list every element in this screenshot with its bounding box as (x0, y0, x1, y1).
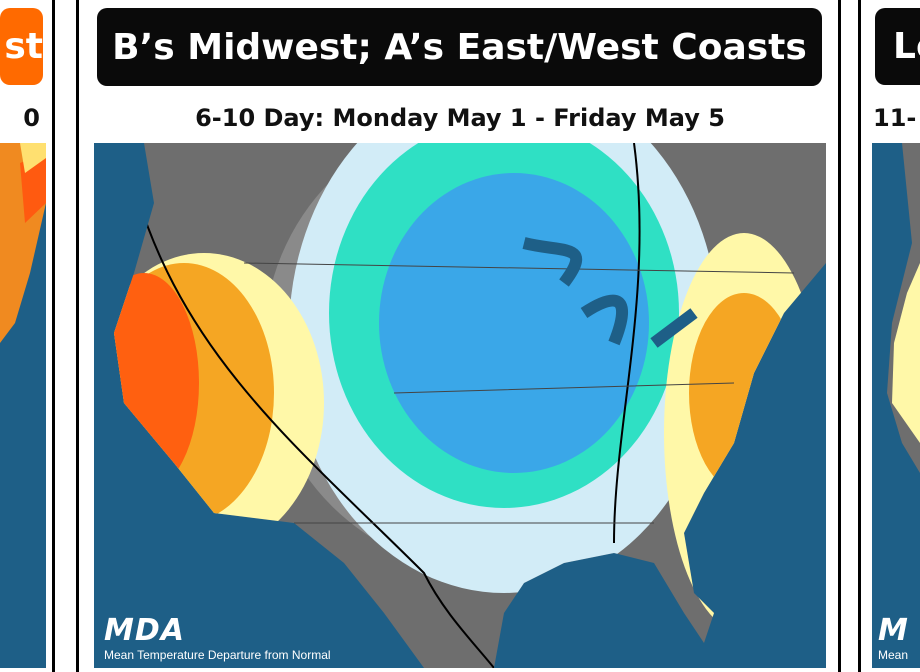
panel-title: Lo (875, 8, 920, 85)
caption: Mean (878, 648, 908, 662)
panel-subtitle: 6-10 Day: Monday May 1 - Friday May 5 (195, 104, 725, 132)
divider (76, 0, 79, 672)
divider (52, 0, 55, 672)
panel-title: st (0, 8, 43, 85)
logo: MDA (104, 613, 185, 648)
divider (838, 0, 841, 672)
map: MDA Mean Temperature Departure from Norm… (94, 143, 826, 668)
logo: M (878, 613, 908, 648)
panel-subtitle: 0 (23, 104, 40, 132)
caption: Mean Temperature Departure from Normal (104, 648, 331, 662)
map: M Mean (872, 143, 920, 668)
panel-subtitle: 11- (873, 104, 917, 132)
panel-title: B’s Midwest; A’s East/West Coasts (97, 8, 822, 86)
divider (858, 0, 861, 672)
map (0, 143, 46, 668)
